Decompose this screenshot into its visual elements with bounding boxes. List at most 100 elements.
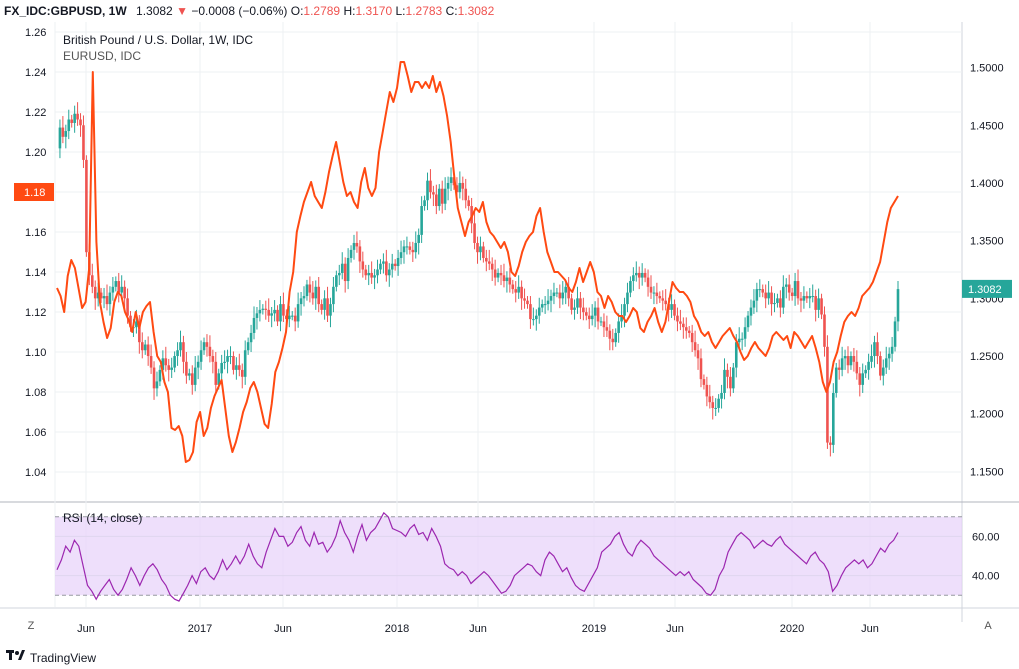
candle-body [64, 131, 68, 137]
candle-body [379, 263, 382, 270]
candle-body [805, 296, 809, 299]
timezone-button[interactable]: Z [22, 617, 40, 633]
candle-body [596, 307, 600, 322]
right-axis-tick-label: 1.3500 [970, 236, 1004, 248]
candle-body [743, 327, 747, 339]
candle-body [393, 263, 397, 267]
candle-body [76, 113, 79, 120]
high-value: 1.3170 [355, 4, 393, 18]
candle-body [429, 180, 432, 193]
candle-body [576, 298, 579, 308]
candle-body [96, 292, 100, 299]
candle-body [270, 313, 273, 316]
candle-body [849, 356, 853, 366]
candle-body [411, 249, 415, 253]
left-axis-tick-label: 1.06 [25, 427, 46, 439]
candle-body [555, 292, 559, 294]
candle-body [687, 330, 691, 333]
rsi-axis-tick-label: 60.00 [972, 531, 1000, 543]
candle-body [167, 365, 171, 370]
candle-body [782, 286, 785, 308]
candle-body [361, 261, 365, 270]
candle-body [626, 292, 629, 305]
z-label: Z [28, 620, 35, 632]
candle-body [152, 367, 156, 389]
candle-body [793, 281, 797, 297]
candle-body [238, 365, 241, 370]
candle-body [890, 346, 894, 354]
candle-body [711, 402, 715, 408]
open-label: O: [290, 4, 304, 18]
candle-body [561, 292, 565, 299]
candle-body [437, 188, 441, 207]
candle-body [773, 302, 776, 305]
candle-body [787, 284, 791, 293]
candle-body [852, 356, 856, 362]
candle-body [108, 292, 112, 305]
candle-body [487, 261, 491, 264]
candle-body [605, 327, 609, 331]
candle-body [764, 292, 767, 299]
candle-body [884, 358, 888, 368]
candle-body [670, 304, 673, 310]
candle-body [352, 242, 356, 250]
candle-body [143, 344, 147, 351]
candle-body [129, 315, 132, 328]
left-axis-tick-label: 1.26 [25, 27, 46, 39]
brand-name[interactable]: TradingView [30, 651, 97, 666]
right-axis-tick-label: 1.5000 [970, 63, 1004, 75]
candle-body [614, 332, 618, 343]
candle-body [399, 252, 403, 258]
candle-body [873, 342, 876, 357]
candle-body [617, 321, 620, 333]
candle-body [385, 261, 388, 276]
candle-body [61, 127, 65, 137]
candle-body [846, 356, 850, 366]
x-axis-tick-label: 2020 [780, 623, 804, 635]
candle-body [832, 392, 835, 445]
symbol-name[interactable]: FX_IDC:GBPUSD, 1W [4, 4, 127, 18]
candle-body [355, 242, 359, 247]
candle-body [308, 284, 312, 293]
candle-body [138, 321, 141, 343]
candle-body [767, 292, 770, 299]
candle-body [282, 304, 285, 316]
candle-body [426, 180, 429, 201]
candle-body [123, 286, 126, 299]
candle-body [493, 269, 497, 278]
candle-body [567, 286, 570, 299]
candle-body [102, 296, 106, 299]
candle-body [779, 298, 782, 308]
price-chart[interactable]: 1.26 1.24 1.22 1.20 1.18 1.16 1.14 1.12 1.10 1.08… [0, 22, 1019, 648]
candle-body [514, 289, 518, 293]
candle-body [720, 392, 723, 399]
candle-body [490, 263, 494, 270]
candle-body [317, 286, 321, 305]
candle-body [79, 119, 82, 126]
candle-body [629, 281, 632, 293]
candle-body [217, 373, 221, 385]
candle-body [485, 257, 488, 262]
candle-body [496, 272, 500, 278]
candle-body [552, 292, 556, 297]
candle-body [249, 332, 253, 343]
candle-body [155, 381, 159, 389]
auto-scale-button[interactable]: A [984, 620, 992, 632]
last-price: 1.3082 [136, 4, 173, 18]
candle-body [505, 277, 509, 282]
candle-body [585, 312, 588, 316]
candle-body [58, 127, 62, 149]
candle-body [458, 182, 462, 193]
candle-body [746, 315, 750, 328]
candle-body [387, 269, 391, 276]
candle-body [211, 356, 215, 362]
candle-body [455, 185, 459, 193]
candle-body [632, 275, 635, 282]
candle-body [579, 298, 582, 308]
tradingview-logo-icon[interactable] [6, 648, 26, 669]
candle-body [293, 315, 297, 322]
candle-body [264, 308, 268, 310]
candle-body [358, 246, 362, 262]
left-axis-tick-label: 1.20 [25, 147, 46, 159]
candle-body [523, 298, 526, 301]
